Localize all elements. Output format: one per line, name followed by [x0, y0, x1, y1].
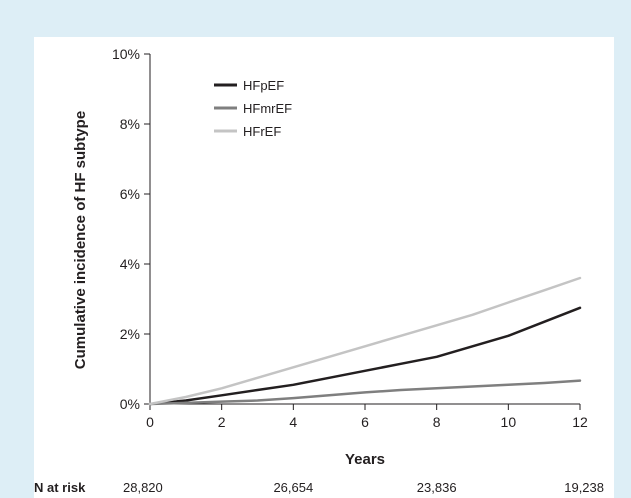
incidence-chart: 0%2%4%6%8%10%0 2 4 6 8 10 12 HFpEFHFmrEFHFrEF … [34, 46, 604, 495]
chart-panel: 0% 2% 4% 6% 8% 10% 0 2 4 6 8 10 12 HFpEF HFmrEF HFrEF … [34, 37, 614, 498]
series-layer [148, 276, 582, 406]
axes: 0% 2% 4% 6% 8% 10% 0 2 4 6 8 10 12 [112, 46, 588, 430]
legend-label: HFmrEF [243, 101, 292, 116]
at-risk-value: 28,820 [123, 480, 163, 495]
at-risk-table: N at risk 28,820 26,654 23,836 19,238 [34, 480, 604, 495]
at-risk-value: 23,836 [417, 480, 457, 495]
x-tick-label: 8 [433, 414, 441, 430]
x-tick-label: 0 [146, 414, 154, 430]
y-tick-label: 4% [120, 256, 140, 272]
y-tick-label: 0% [120, 396, 140, 412]
at-risk-label: N at risk [34, 480, 86, 495]
x-tick-label: 4 [289, 414, 297, 430]
legend-label: HFrEF [243, 124, 281, 139]
x-tick-label: 6 [361, 414, 369, 430]
y-axis-title: Cumulative incidence of HF subtype [72, 111, 89, 369]
series-line-hfpef [148, 306, 582, 406]
x-axis-title: Years [345, 451, 385, 468]
x-tick-label: 12 [572, 414, 588, 430]
x-tick-label: 10 [501, 414, 517, 430]
y-tick-label: 10% [112, 46, 140, 62]
at-risk-value: 19,238 [564, 480, 604, 495]
legend-label: HFpEF [243, 78, 284, 93]
y-tick-label: 2% [120, 326, 140, 342]
series-line-hfref [148, 276, 582, 406]
legend: HFpEF HFmrEF HFrEF [214, 78, 292, 139]
at-risk-value: 26,654 [273, 480, 313, 495]
y-tick-label: 6% [120, 186, 140, 202]
y-tick-label: 8% [120, 116, 140, 132]
series-line-hfmref [148, 379, 582, 406]
x-tick-label: 2 [218, 414, 226, 430]
